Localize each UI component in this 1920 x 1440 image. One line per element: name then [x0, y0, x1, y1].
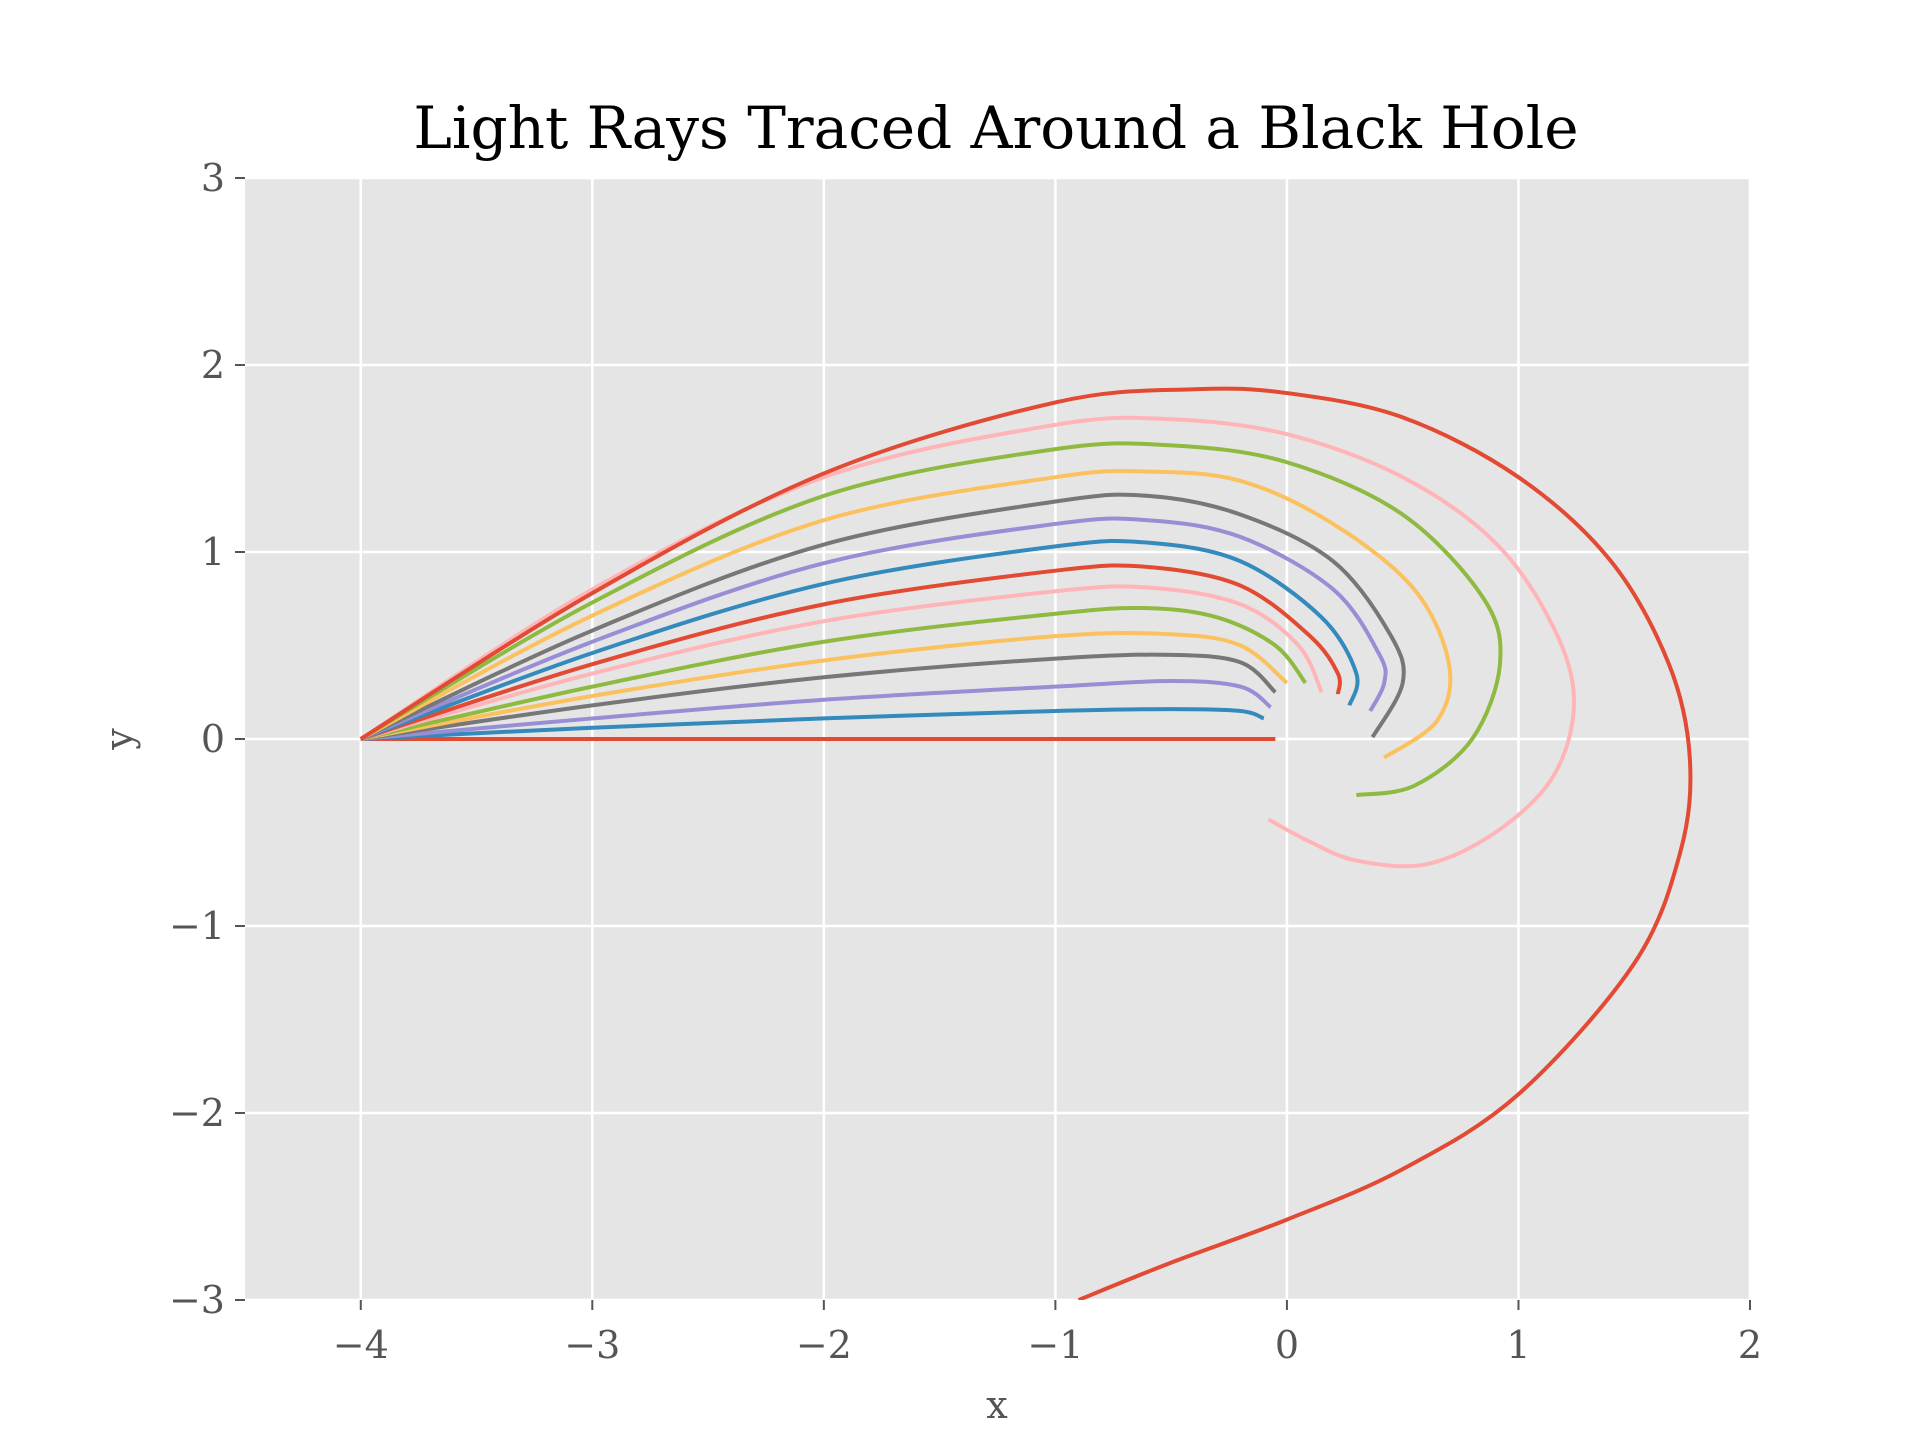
- series-line-4: [360, 652, 1277, 741]
- y-tick-label: −2: [169, 1091, 225, 1135]
- series-line-6: [360, 605, 1308, 741]
- series-line-5: [360, 630, 1289, 741]
- x-tick-label: −2: [796, 1323, 852, 1367]
- x-axis-label: x: [986, 1383, 1007, 1427]
- series-line-10: [359, 516, 1388, 741]
- series-line-12: [359, 468, 1453, 760]
- series-line-7: [360, 584, 1324, 741]
- x-tick-label: −3: [564, 1323, 620, 1367]
- y-axis-label: y: [97, 728, 141, 751]
- series-line-8: [360, 563, 1342, 741]
- series-line-9: [360, 538, 1360, 741]
- y-tick-label: 2: [201, 343, 225, 387]
- series-line-15: [359, 386, 1693, 1300]
- x-tick-label: 2: [1738, 1323, 1762, 1367]
- y-tick-label: 3: [201, 156, 225, 200]
- x-tick-label: −1: [1027, 1323, 1083, 1367]
- y-tick-label: 1: [201, 530, 225, 574]
- series-layer: [359, 386, 1693, 1300]
- y-tick-label: −3: [169, 1278, 225, 1322]
- axis-ticks: −4 −3 −2 −1 0 1 2 −3 −2 −1 0 1 2 3: [169, 156, 1762, 1367]
- x-tick-label: −4: [333, 1323, 389, 1367]
- chart-title: Light Rays Traced Around a Black Hole: [413, 94, 1578, 162]
- y-tick-label: 0: [201, 717, 225, 761]
- series-line-13: [359, 441, 1503, 798]
- series-line-11: [359, 492, 1406, 741]
- x-tick-label: 1: [1506, 1323, 1530, 1367]
- series-line-2: [360, 707, 1265, 741]
- series-line-3: [360, 679, 1272, 741]
- y-tick-label: −1: [169, 904, 225, 948]
- x-tick-label: 0: [1275, 1323, 1299, 1367]
